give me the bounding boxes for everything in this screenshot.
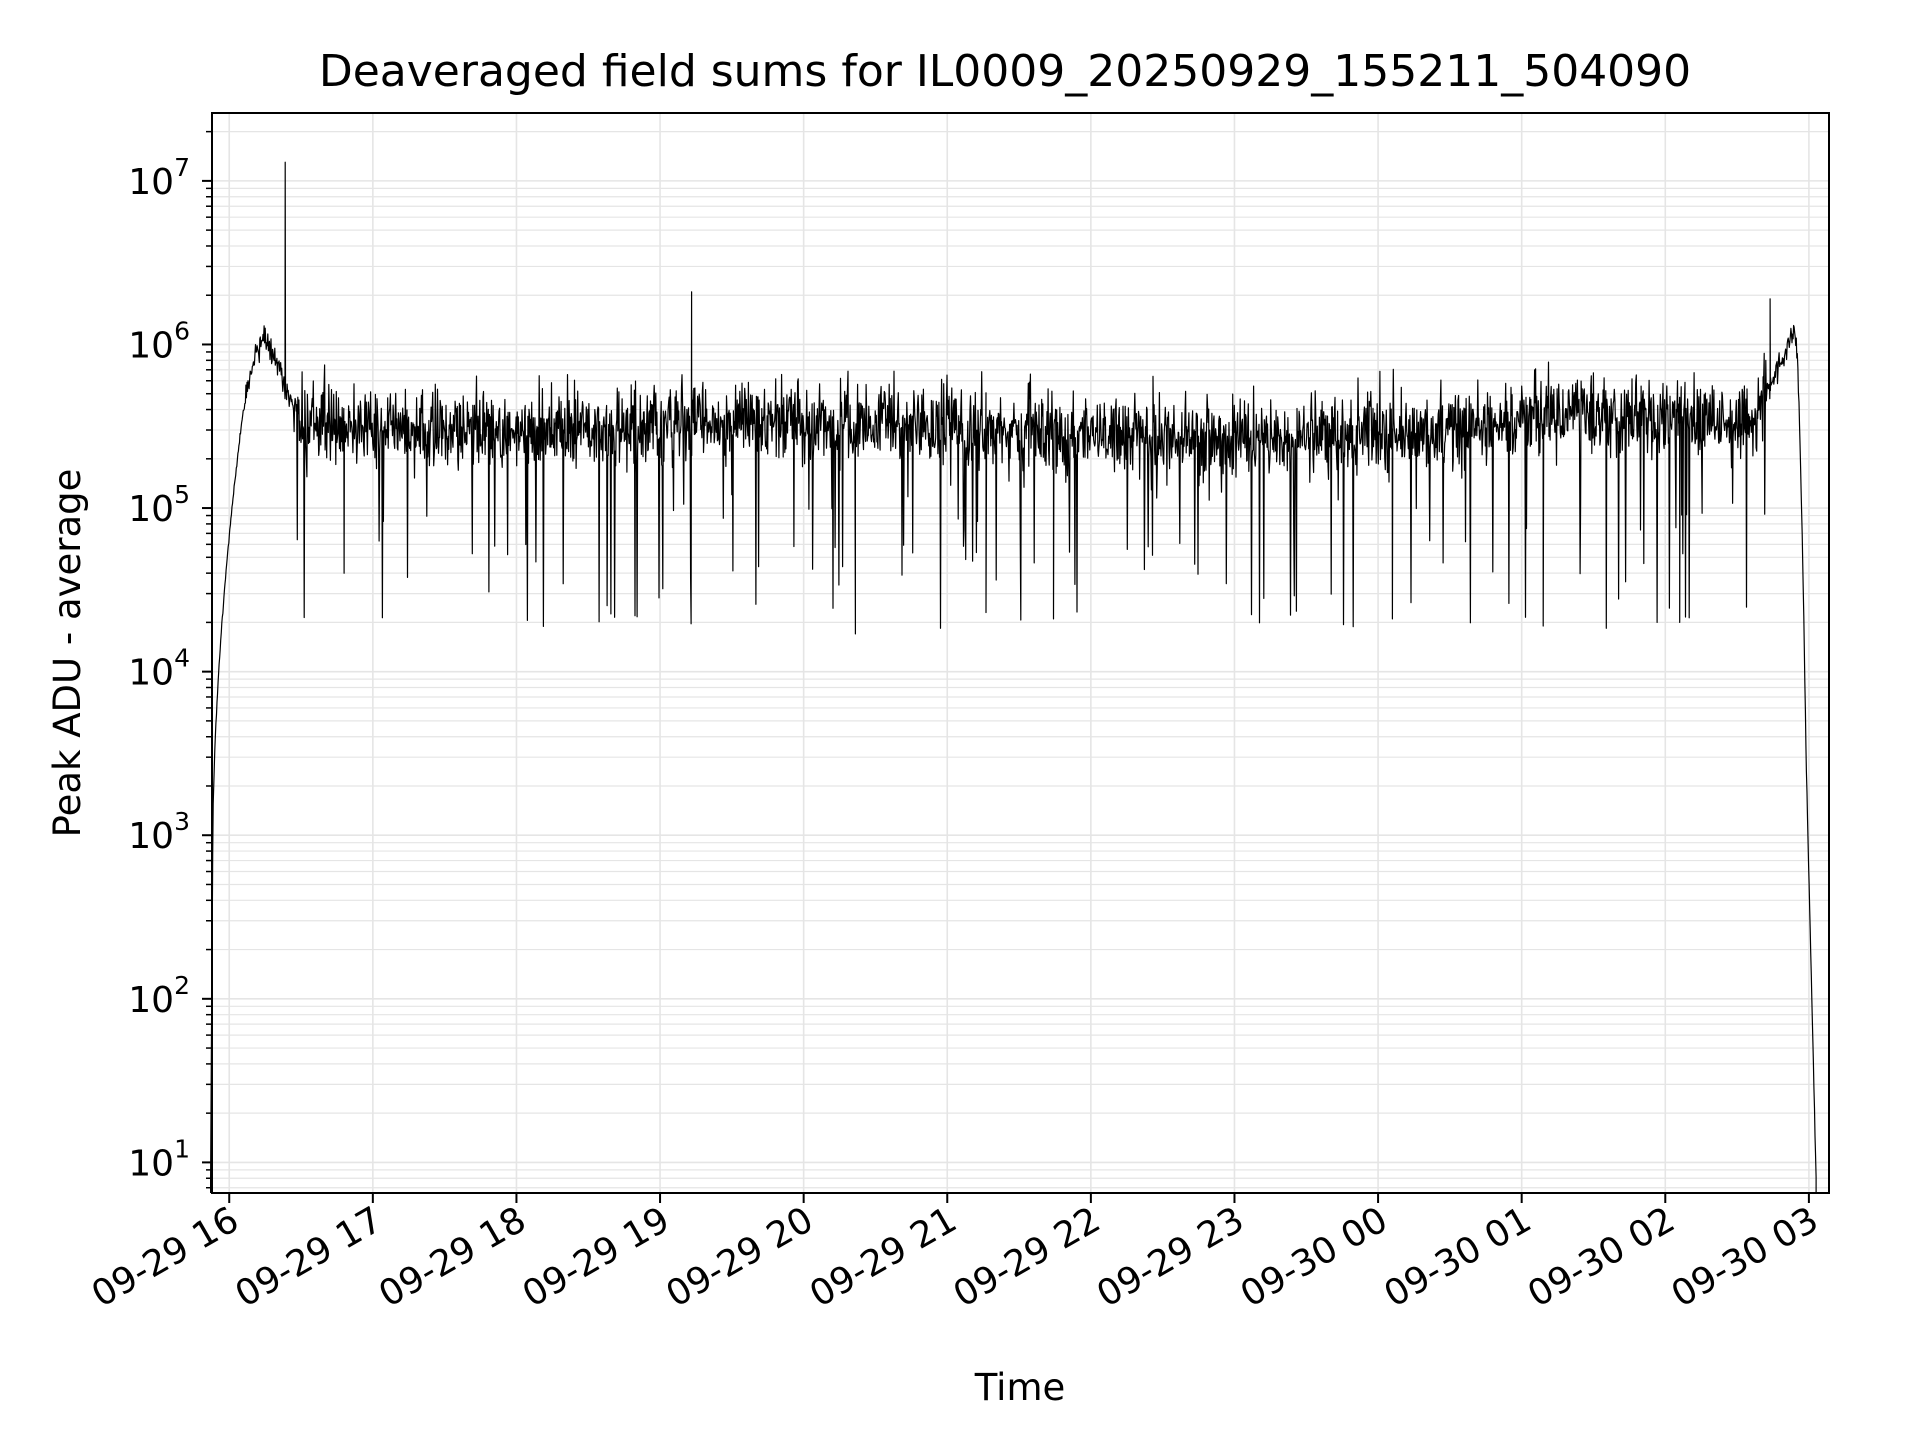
y-tick-exponent: 2 bbox=[174, 971, 190, 1000]
y-tick-exponent: 1 bbox=[174, 1134, 190, 1163]
y-tick-label: 102 bbox=[128, 971, 190, 1021]
x-axis-label: Time bbox=[974, 1366, 1066, 1409]
y-tick-exponent: 3 bbox=[174, 807, 190, 836]
chart-title: Deaveraged field sums for IL0009_2025092… bbox=[319, 46, 1691, 97]
series-line-deaveraged-field-sum bbox=[210, 161, 1817, 1193]
y-tick-label: 105 bbox=[128, 480, 190, 530]
y-tick-base: 10 bbox=[128, 325, 174, 366]
y-tick-label: 106 bbox=[128, 316, 190, 366]
y-tick-base: 10 bbox=[128, 489, 174, 530]
line-layer bbox=[210, 161, 1817, 1193]
y-axis-label: Peak ADU - average bbox=[46, 469, 89, 838]
y-tick-label: 107 bbox=[128, 153, 190, 203]
y-tick-exponent: 7 bbox=[174, 153, 190, 182]
y-tick-exponent: 4 bbox=[174, 644, 190, 673]
y-tick-base: 10 bbox=[128, 162, 174, 203]
grid-layer bbox=[212, 113, 1829, 1193]
y-tick-base: 10 bbox=[128, 980, 174, 1021]
y-tick-exponent: 5 bbox=[174, 480, 190, 509]
y-tick-base: 10 bbox=[128, 653, 174, 694]
y-tick-label: 104 bbox=[128, 644, 190, 694]
y-tick-base: 10 bbox=[128, 816, 174, 857]
y-tick-label: 101 bbox=[128, 1134, 190, 1184]
y-tick-exponent: 6 bbox=[174, 316, 190, 345]
y-tick-label: 103 bbox=[128, 807, 190, 857]
plot-frame bbox=[211, 112, 1830, 1194]
y-tick-base: 10 bbox=[128, 1143, 174, 1184]
